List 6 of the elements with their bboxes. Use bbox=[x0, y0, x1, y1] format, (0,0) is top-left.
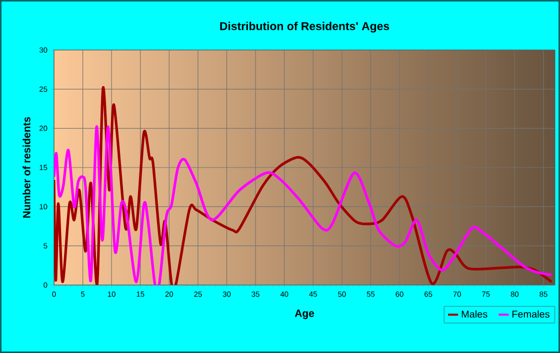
x-axis-title: Age bbox=[294, 310, 314, 320]
legend-label: Females bbox=[512, 310, 550, 318]
chart-title: Distribution of Residents' Ages bbox=[220, 22, 390, 32]
y-axis-title: Number of residents bbox=[22, 117, 30, 218]
line-series bbox=[54, 125, 553, 285]
legend-label: Males bbox=[462, 310, 488, 318]
